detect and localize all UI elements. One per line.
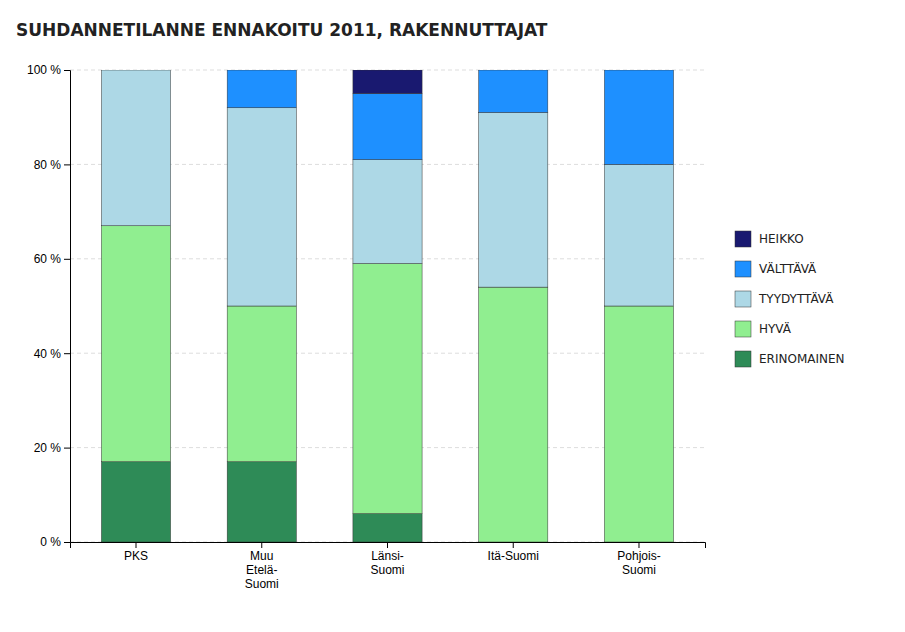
y-tick-label: 40 % [34, 347, 62, 361]
legend-item: TYYDYTTÄVÄ [735, 291, 834, 307]
bar-segment [227, 462, 296, 542]
bar-segment [101, 70, 170, 71]
legend-item: HEIKKO [735, 231, 804, 247]
bar-segment [604, 164, 673, 306]
legend-label: ERINOMAINEN [759, 352, 845, 366]
x-tick: PKS [124, 542, 148, 563]
legend-swatch [735, 321, 751, 337]
bar-segment [479, 70, 548, 112]
x-tick-mark [136, 542, 137, 548]
bar-segment [227, 108, 296, 306]
legend-label: HYVÄ [759, 321, 792, 336]
bar-segment [604, 70, 673, 164]
bar-segment [479, 287, 548, 542]
y-tick-label: 20 % [34, 441, 62, 455]
legend-label: HEIKKO [759, 232, 804, 246]
bar-segment [353, 94, 422, 160]
series [353, 70, 422, 94]
legend-item: ERINOMAINEN [735, 351, 845, 367]
y-tick-mark [64, 448, 70, 449]
x-tick: Itä-Suomi [488, 542, 539, 563]
y-tick: 20 % [34, 441, 70, 455]
y-axis: 0 % 20 % 40 % 60 % 80 % 100 % [27, 63, 71, 549]
y-tick-label: 0 % [40, 535, 61, 549]
x-tick: Länsi-Suomi [370, 542, 404, 577]
grid [70, 70, 705, 542]
bar-segment [353, 514, 422, 542]
bar-segment [101, 226, 170, 462]
y-tick: 60 % [34, 252, 70, 266]
x-tick-mark [261, 542, 262, 548]
legend-label: VÄLTTÄVÄ [759, 261, 817, 276]
bar-segment [101, 70, 170, 71]
legend-swatch [735, 261, 751, 277]
y-tick: 40 % [34, 347, 70, 361]
bar-segment [227, 306, 296, 462]
bar-segment [227, 70, 296, 71]
y-tick-label: 80 % [34, 158, 62, 172]
x-tick-label: MuuEtelä-Suomi [245, 549, 279, 592]
y-tick-label: 100 % [27, 63, 61, 77]
legend-label: TYYDYTTÄVÄ [758, 291, 834, 306]
legend-swatch [735, 231, 751, 247]
bar-segment [353, 160, 422, 264]
x-tick-mark [513, 542, 514, 548]
y-tick-mark [64, 353, 70, 354]
x-tick-mark [387, 542, 388, 548]
x-tick-label: Pohjois-Suomi [617, 549, 660, 577]
bar-segment [101, 70, 170, 226]
legend-swatch [735, 291, 751, 307]
plot: 0 % 20 % 40 % 60 % 80 % 100 % PKS MuuEtelä-Suom… [27, 63, 706, 591]
y-tick: 0 % [40, 535, 70, 549]
series [101, 226, 673, 542]
legend-item: VÄLTTÄVÄ [735, 261, 817, 277]
y-tick-mark [64, 164, 70, 165]
y-tick-mark [64, 542, 70, 543]
y-tick-label: 60 % [34, 252, 62, 266]
bar-segment [227, 70, 296, 108]
bar-segment [479, 112, 548, 287]
y-tick-mark [64, 259, 70, 260]
title: SUHDANNETILANNE ENNAKOITU 2011, RAKENNUT… [16, 20, 548, 40]
series [101, 70, 673, 306]
bar-segment [353, 70, 422, 94]
x-tick-label: Länsi-Suomi [370, 549, 404, 577]
x-tick-label: Itä-Suomi [488, 549, 539, 563]
x-tick: Pohjois-Suomi [617, 542, 660, 577]
bar-segment [604, 70, 673, 71]
series [227, 70, 673, 164]
legend-item: HYVÄ [735, 321, 792, 337]
bar-segment [479, 70, 548, 71]
x-tick-mark [638, 542, 639, 548]
x-tick: MuuEtelä-Suomi [245, 542, 279, 591]
bars [101, 70, 673, 542]
x-axis-line [71, 543, 706, 549]
y-tick-mark [64, 70, 70, 71]
bar-segment [101, 462, 170, 542]
legend-swatch [735, 351, 751, 367]
bar-segment [353, 264, 422, 514]
x-axis: PKS MuuEtelä-Suomi Länsi-Suomi Itä-Suomi Poh… [71, 542, 706, 591]
legend: HEIKKO VÄLTTÄVÄ TYYDYTTÄVÄ HYVÄ ERINOMAINEN [735, 231, 845, 367]
bar-segment [604, 306, 673, 542]
y-tick: 80 % [34, 158, 70, 172]
y-tick: 100 % [27, 63, 70, 77]
chart: SUHDANNETILANNE ENNAKOITU 2011, RAKENNUT… [0, 0, 905, 632]
x-tick-label: PKS [124, 549, 148, 563]
y-axis-line [64, 71, 71, 543]
